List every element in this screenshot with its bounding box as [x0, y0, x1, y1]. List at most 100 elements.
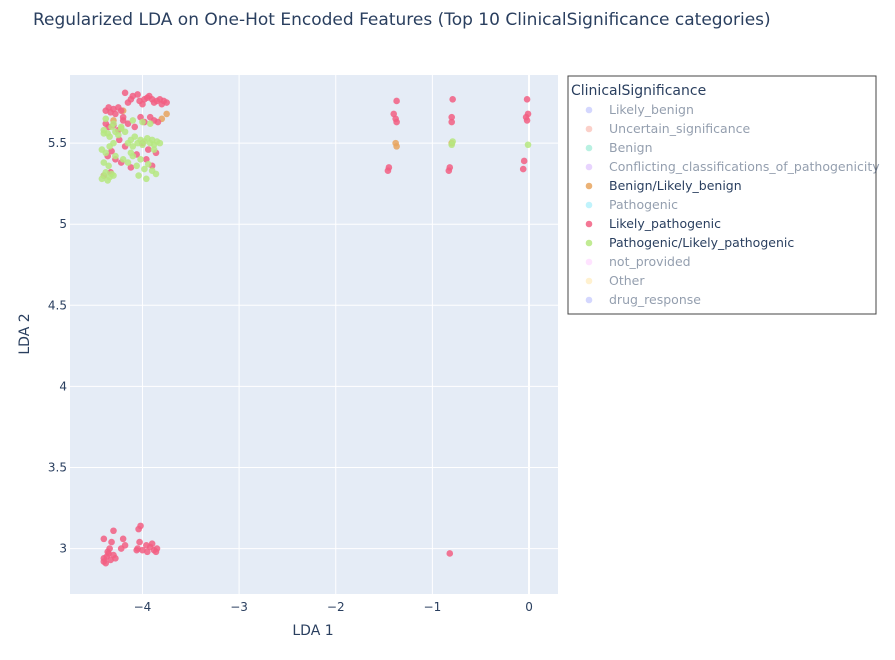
y-axis-title: LDA 2	[17, 313, 33, 354]
legend-item-conflicting-classifications-of-pathogenicity[interactable]: Conflicting_classifications_of_pathogeni…	[585, 159, 881, 174]
legend-item-likely-benign[interactable]: Likely_benign	[585, 102, 694, 117]
legend-marker	[585, 125, 593, 133]
legend-box	[567, 75, 877, 315]
point-pathogenic-likely-pathogenic	[105, 162, 112, 170]
point-pathogenic-likely-pathogenic	[102, 169, 110, 176]
x-tick-label: 0	[525, 600, 533, 614]
legend-item-drug-response[interactable]: drug_response	[585, 292, 702, 307]
point-likely-pathogenic	[148, 540, 156, 548]
scatter-points	[98, 89, 532, 567]
point-pathogenic-likely-pathogenic	[121, 128, 129, 136]
y-tick-label: 4	[59, 379, 67, 393]
legend-marker	[585, 296, 593, 304]
x-tick-labels: −4 −3 −2 −1 0	[134, 600, 533, 614]
point-likely-pathogenic	[124, 120, 132, 127]
point-pathogenic-likely-pathogenic	[137, 156, 144, 163]
y-tick-label: 4.5	[48, 298, 67, 312]
legend-item-not-provided[interactable]: not_provided	[585, 254, 691, 269]
plot-area[interactable]	[70, 75, 558, 594]
point-pathogenic-likely-pathogenic	[124, 159, 132, 166]
point-likely-pathogenic	[108, 538, 115, 546]
point-likely-pathogenic	[119, 535, 127, 543]
point-likely-pathogenic	[448, 118, 456, 126]
legend-item-other[interactable]: Other	[585, 273, 646, 288]
y-tick-labels: 3 3.5 4 4.5 5 5.5	[48, 136, 67, 555]
point-pathogenic-likely-pathogenic	[100, 130, 108, 137]
legend-label: Likely_benign	[609, 102, 694, 117]
point-pathogenic-likely-pathogenic	[110, 139, 117, 147]
point-likely-pathogenic	[134, 91, 141, 98]
legend-item-pathogenic-likely-pathogenic[interactable]: Pathogenic/Likely_pathogenic	[585, 235, 795, 250]
point-pathogenic-likely-pathogenic	[150, 146, 158, 153]
legend-marker	[585, 220, 593, 228]
point-likely-pathogenic	[112, 555, 119, 562]
point-pathogenic-likely-pathogenic	[115, 131, 122, 139]
point-likely-pathogenic	[523, 96, 531, 103]
chart-title: Regularized LDA on One-Hot Encoded Featu…	[33, 10, 771, 30]
legend-item-benign-likely-benign[interactable]: Benign/Likely_benign	[585, 178, 742, 193]
legend-label: drug_response	[609, 292, 701, 307]
legend-marker	[585, 144, 593, 152]
point-likely-pathogenic	[519, 165, 527, 173]
legend-title: ClinicalSignificance	[571, 83, 706, 99]
legend-label: Uncertain_significance	[609, 121, 750, 136]
point-likely-pathogenic	[117, 107, 125, 114]
point-pathogenic-likely-pathogenic	[129, 117, 137, 124]
point-pathogenic-likely-pathogenic	[524, 141, 532, 149]
point-likely-pathogenic	[112, 110, 119, 118]
x-tick-label: −1	[424, 600, 442, 614]
point-pathogenic-likely-pathogenic	[110, 120, 117, 127]
legend-label: Likely_pathogenic	[609, 216, 721, 231]
x-tick-label: −3	[230, 600, 248, 614]
legend-label: Benign/Likely_benign	[609, 178, 742, 193]
point-pathogenic-likely-pathogenic	[129, 143, 137, 150]
y-tick-label: 5	[59, 217, 67, 231]
point-likely-pathogenic	[100, 535, 108, 543]
legend-label: Benign	[609, 140, 653, 155]
point-likely-pathogenic	[152, 548, 160, 556]
point-likely-pathogenic	[144, 146, 152, 153]
point-likely-pathogenic	[520, 157, 528, 165]
y-tick-label: 3	[59, 542, 67, 556]
legend-marker	[585, 163, 593, 171]
x-tick-label: −2	[327, 600, 345, 614]
point-likely-pathogenic	[119, 117, 127, 124]
legend-label: Other	[609, 273, 645, 288]
point-pathogenic-likely-pathogenic	[152, 170, 160, 178]
point-likely-pathogenic	[445, 167, 453, 174]
point-likely-pathogenic	[390, 110, 398, 118]
legend-item-uncertain-significance[interactable]: Uncertain_significance	[585, 121, 751, 136]
point-likely-pathogenic	[133, 546, 140, 554]
x-axis-title: LDA 1	[292, 623, 333, 639]
legend-item-pathogenic[interactable]: Pathogenic	[585, 197, 678, 212]
point-benign-likely-benign	[392, 139, 399, 147]
legend-marker	[585, 258, 593, 266]
point-pathogenic-likely-pathogenic	[127, 149, 135, 157]
x-tick-label: −4	[134, 600, 152, 614]
point-pathogenic-likely-pathogenic	[141, 165, 148, 173]
legend-item-benign[interactable]: Benign	[585, 140, 653, 155]
point-likely-pathogenic	[131, 123, 139, 131]
legend-label: Pathogenic/Likely_pathogenic	[609, 235, 794, 250]
point-pathogenic-likely-pathogenic	[119, 156, 127, 163]
legend: ClinicalSignificance Likely_benign Uncert…	[567, 75, 881, 315]
point-likely-pathogenic	[137, 522, 144, 530]
point-likely-pathogenic	[446, 550, 454, 557]
point-pathogenic-likely-pathogenic	[133, 162, 140, 170]
point-pathogenic-likely-pathogenic	[106, 133, 113, 140]
legend-marker	[585, 277, 593, 285]
legend-item-likely-pathogenic[interactable]: Likely_pathogenic	[585, 216, 721, 231]
point-likely-pathogenic	[393, 97, 400, 105]
point-pathogenic-likely-pathogenic	[112, 152, 119, 160]
legend-label: not_provided	[609, 254, 691, 269]
x-gridlines	[141, 75, 531, 594]
point-likely-pathogenic	[121, 542, 129, 549]
point-pathogenic-likely-pathogenic	[135, 172, 142, 179]
point-likely-pathogenic	[154, 118, 162, 126]
point-pathogenic-likely-pathogenic	[102, 149, 110, 157]
point-likely-pathogenic	[106, 545, 113, 552]
y-tick-label: 5.5	[48, 136, 67, 150]
legend-label: Conflicting_classifications_of_pathogeni…	[609, 159, 880, 174]
legend-marker	[585, 201, 593, 209]
point-pathogenic-likely-pathogenic	[131, 133, 139, 140]
